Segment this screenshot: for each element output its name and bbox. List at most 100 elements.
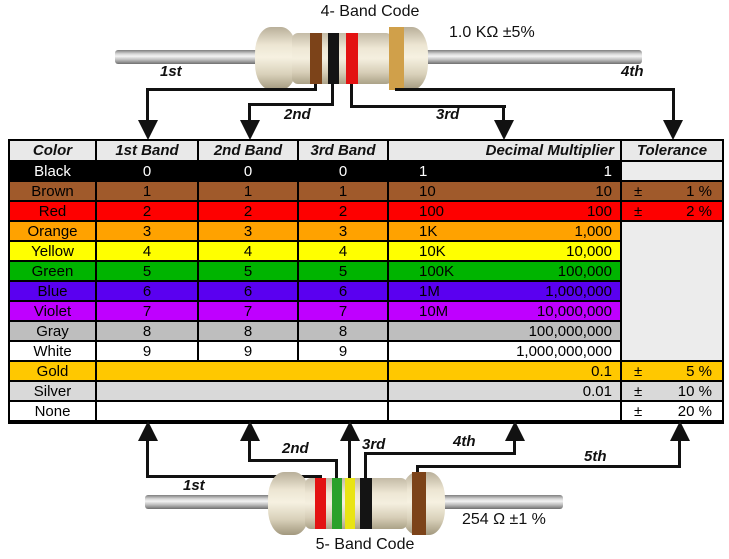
yellow-band-1: 4 [97,242,199,262]
arrow-line [248,103,251,122]
tolerance-value: 1 % [686,182,712,200]
blue-band-3: 6 [299,282,389,302]
black-resistor-band [360,478,372,529]
yellow-band-2: 4 [199,242,299,262]
brown-band-2: 1 [199,182,299,202]
tolerance-value: 10 % [677,382,712,400]
gray-multiplier: 100,000,000 [389,322,622,342]
tolerance-value: 20 % [677,402,712,420]
arrow-line [350,84,353,108]
brown-band-1: 1 [97,182,199,202]
yellow-multiplier: 10K 10,000 [389,242,622,262]
arrow-line [350,105,506,108]
arrow-label-2nd-top: 2nd [284,106,311,123]
multiplier-short: 10K [419,242,446,260]
arrow-line [416,465,681,468]
arrow-label-1st-top: 1st [160,63,182,80]
arrow-line [416,465,419,473]
plus-minus-sign: ± [634,182,643,200]
red-resistor-band [315,478,326,529]
tolerance-empty-merged [622,222,722,362]
five-band-title: 5- Band Code [315,536,415,553]
green-resistor-band [332,478,342,529]
gray-band-3: 8 [299,322,389,342]
color-name-green: Green [10,262,97,282]
arrow-label-3rd-bottom: 3rd [362,436,386,453]
color-name-blue: Blue [10,282,97,302]
green-band-3: 5 [299,262,389,282]
orange-band-3: 3 [299,222,389,242]
arrowhead-up-5th [670,421,690,441]
none-bands-merged [97,402,389,422]
multiplier-full: 100,000 [557,262,612,280]
arrow-line [248,438,251,462]
arrowhead-down-4th [663,120,683,140]
brown-band-3: 1 [299,182,389,202]
red-resistor-band [346,33,358,84]
header-color: Color [10,141,97,162]
plus-minus-sign: ± [634,362,643,380]
red-multiplier: 100 100 [389,202,622,222]
red-band-1: 2 [97,202,199,222]
tolerance-value: 2 % [686,202,712,220]
gray-band-2: 8 [199,322,299,342]
black-resistor-band [328,33,339,84]
arrow-line [678,438,681,468]
multiplier-short: 1M [419,282,440,300]
color-name-gray: Gray [10,322,97,342]
blue-band-1: 6 [97,282,199,302]
white-band-2: 9 [199,342,299,362]
arrowhead-up-2nd [240,421,260,441]
multiplier-full: 0.1 [591,362,612,380]
gold-tolerance: ±5 % [622,362,722,382]
yellow-band-3: 4 [299,242,389,262]
multiplier-full: 1 [603,162,612,180]
arrow-line [146,88,149,122]
none-tolerance: ±20 % [622,402,722,422]
plus-minus-sign: ± [634,402,643,420]
multiplier-full: 10,000 [566,242,612,260]
arrow-label-4th-bottom: 4th [453,433,476,450]
silver-multiplier: 0.01 [389,382,622,402]
violet-multiplier: 10M 10,000,000 [389,302,622,322]
multiplier-short: 10 [419,182,436,200]
color-name-gold: Gold [10,362,97,382]
multiplier-short: 10M [419,302,449,320]
arrow-label-2nd-bottom: 2nd [282,440,309,457]
red-tolerance: ±2 % [622,202,722,222]
arrowhead-down-3rd [494,120,514,140]
green-band-2: 5 [199,262,299,282]
arrow-line [364,452,367,478]
color-name-orange: Orange [10,222,97,242]
black-band-3: 0 [299,162,389,182]
blue-multiplier: 1M 1,000,000 [389,282,622,302]
resistor-cap-left-bottom [268,472,310,535]
arrow-line [331,84,334,106]
arrow-line [395,88,675,91]
color-name-black: Black [10,162,97,182]
violet-band-2: 7 [199,302,299,322]
color-name-white: White [10,342,97,362]
violet-band-3: 7 [299,302,389,322]
black-band-2: 0 [199,162,299,182]
multiplier-full: 1,000,000,000 [516,342,612,360]
arrow-label-1st-bottom: 1st [183,477,205,494]
white-band-3: 9 [299,342,389,362]
plus-minus-sign: ± [634,382,643,400]
five-band-value-label: 254 Ω ±1 % [462,511,546,528]
arrow-label-5th-bottom: 5th [584,448,607,465]
none-multiplier [389,402,622,422]
multiplier-full: 100,000,000 [528,322,612,340]
red-band-3: 2 [299,202,389,222]
gray-band-1: 8 [97,322,199,342]
orange-multiplier: 1K 1,000 [389,222,622,242]
tolerance-value: 5 % [686,362,712,380]
color-name-yellow: Yellow [10,242,97,262]
black-band-1: 0 [97,162,199,182]
header-1st-band: 1st Band [97,141,199,162]
color-name-brown: Brown [10,182,97,202]
gold-bands-merged [97,362,389,382]
arrow-line [146,475,322,478]
